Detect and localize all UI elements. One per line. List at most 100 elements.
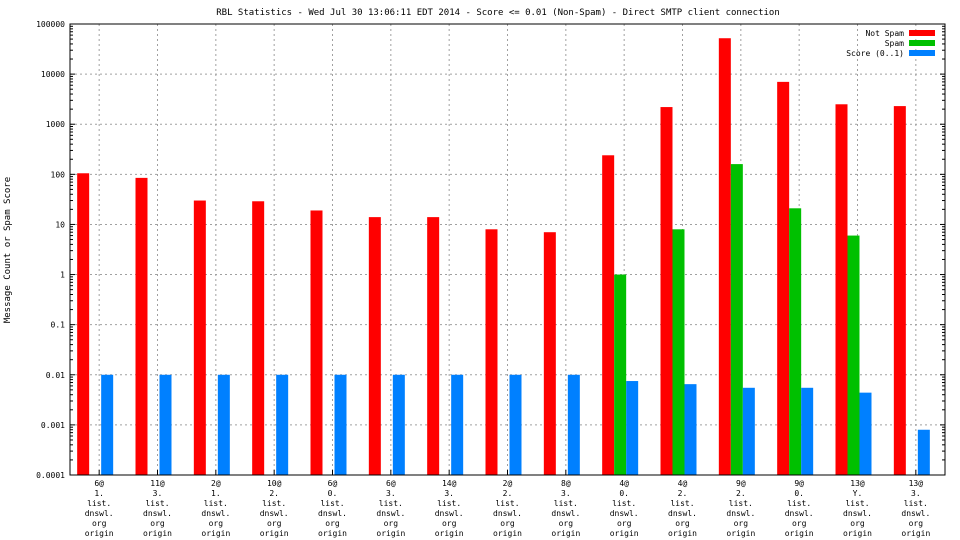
x-tick-label-line: list. bbox=[554, 499, 578, 508]
x-tick-label: 4@ 2. list. dnswl. org origin bbox=[668, 479, 697, 538]
x-tick-label-line: org bbox=[442, 519, 457, 528]
x-tick-label: 8@ 3. list. dnswl. org origin bbox=[551, 479, 580, 538]
bar-not-spam bbox=[135, 177, 148, 475]
x-tick-label-line: 2. bbox=[269, 489, 279, 498]
x-tick-label: 6@ 1. list. dnswl. org origin bbox=[85, 479, 114, 538]
bar-spam bbox=[789, 208, 802, 476]
x-tick-label-line: 4@ bbox=[619, 479, 629, 488]
x-tick-label-line: 3. bbox=[911, 489, 921, 498]
bar-score-0-1 bbox=[217, 374, 230, 475]
x-tick-label: 14@ 3. list. dnswl. org origin bbox=[435, 479, 464, 538]
bar-score-0-1 bbox=[334, 374, 347, 475]
x-tick-label-line: 3. bbox=[444, 489, 454, 498]
x-tick-label: 11@ 3. list. dnswl. org origin bbox=[143, 479, 172, 538]
legend-label: Not Spam bbox=[865, 29, 904, 38]
x-tick-label-line: org bbox=[675, 519, 690, 528]
y-tick-label: 0.0001 bbox=[36, 471, 65, 480]
x-tick-label-line: 3. bbox=[386, 489, 396, 498]
bars-group bbox=[77, 38, 930, 476]
bar-spam bbox=[730, 164, 743, 475]
x-tick-label-line: origin bbox=[201, 529, 230, 538]
x-tick-label-line: dnswl. bbox=[143, 509, 172, 518]
x-tick-label-line: list. bbox=[670, 499, 694, 508]
x-tick-label-line: origin bbox=[260, 529, 289, 538]
y-tick-label: 10000 bbox=[41, 70, 65, 79]
y-tick-label: 1000 bbox=[46, 120, 65, 129]
x-tick-label-line: origin bbox=[726, 529, 755, 538]
bar-not-spam bbox=[718, 38, 731, 476]
x-tick-label-line: list. bbox=[87, 499, 111, 508]
bar-score-0-1 bbox=[626, 381, 639, 475]
x-tick-label: 13@ 3. list. dnswl. org origin bbox=[901, 479, 930, 538]
bar-not-spam bbox=[77, 173, 90, 475]
x-tick-label-line: org bbox=[850, 519, 865, 528]
x-tick-label-line: list. bbox=[787, 499, 811, 508]
bar-spam bbox=[847, 235, 860, 475]
x-tick-label-line: 9@ bbox=[794, 479, 804, 488]
x-tick-label-line: list. bbox=[729, 499, 753, 508]
x-tick-label-line: dnswl. bbox=[318, 509, 347, 518]
x-tick-label-line: 14@ bbox=[442, 479, 457, 488]
x-tick-label-line: origin bbox=[493, 529, 522, 538]
bar-not-spam bbox=[252, 201, 265, 475]
x-tick-label-line: 2@ bbox=[211, 479, 221, 488]
x-tick-label-line: 2@ bbox=[503, 479, 513, 488]
bar-score-0-1 bbox=[276, 374, 289, 475]
bar-score-0-1 bbox=[917, 429, 930, 475]
x-tick-label-line: 6@ bbox=[386, 479, 396, 488]
x-tick-label-line: dnswl. bbox=[551, 509, 580, 518]
x-tick-label-line: dnswl. bbox=[843, 509, 872, 518]
x-tick-label-line: list. bbox=[612, 499, 636, 508]
x-tick-label-line: 2. bbox=[736, 489, 746, 498]
x-tick-label-line: 0. bbox=[794, 489, 804, 498]
x-tick-label-line: org bbox=[325, 519, 340, 528]
y-tick-label: 100 bbox=[51, 170, 66, 179]
x-tick-label-line: list. bbox=[145, 499, 169, 508]
legend-swatch bbox=[909, 50, 935, 56]
x-tick-label-line: origin bbox=[901, 529, 930, 538]
x-tick-label-line: org bbox=[267, 519, 282, 528]
x-tick-label-line: 4@ bbox=[678, 479, 688, 488]
x-tick-label-line: 9@ bbox=[736, 479, 746, 488]
x-tick-label-line: dnswl. bbox=[260, 509, 289, 518]
chart-title: RBL Statistics - Wed Jul 30 13:06:11 EDT… bbox=[216, 8, 780, 18]
x-tick-label-line: list. bbox=[320, 499, 344, 508]
bar-not-spam bbox=[427, 217, 440, 475]
x-tick-label: 6@ 3. list. dnswl. org origin bbox=[376, 479, 405, 538]
x-tick-label-line: 1. bbox=[94, 489, 104, 498]
x-tick-label-line: list. bbox=[262, 499, 286, 508]
x-tick-label-line: list. bbox=[845, 499, 869, 508]
x-tick-label-line: list. bbox=[204, 499, 228, 508]
x-tick-label-line: org bbox=[209, 519, 224, 528]
x-tick-label-line: org bbox=[559, 519, 574, 528]
x-tick-label-line: list. bbox=[379, 499, 403, 508]
x-tick-label-line: 2. bbox=[678, 489, 688, 498]
y-tick-label: 0.01 bbox=[46, 371, 65, 380]
x-tick-label-line: origin bbox=[435, 529, 464, 538]
x-tick-label: 2@ 2. list. dnswl. org origin bbox=[493, 479, 522, 538]
bar-not-spam bbox=[310, 210, 323, 476]
bar-score-0-1 bbox=[392, 374, 405, 475]
bar-score-0-1 bbox=[859, 392, 872, 475]
x-tick-label-line: dnswl. bbox=[201, 509, 230, 518]
x-tick-label-line: list. bbox=[437, 499, 461, 508]
bar-not-spam bbox=[835, 104, 848, 475]
bar-score-0-1 bbox=[567, 374, 580, 475]
x-tick-label-line: dnswl. bbox=[85, 509, 114, 518]
x-tick-label-line: dnswl. bbox=[726, 509, 755, 518]
bar-not-spam bbox=[368, 217, 381, 475]
plot-frame bbox=[69, 23, 946, 476]
x-tick-label-line: origin bbox=[843, 529, 872, 538]
x-tick-label: 13@ Y. list. dnswl. org origin bbox=[843, 479, 872, 538]
x-tick-label-line: dnswl. bbox=[435, 509, 464, 518]
bar-not-spam bbox=[777, 81, 790, 476]
x-tick-label-line: Y. bbox=[853, 489, 863, 498]
x-tick-label-line: 10@ bbox=[267, 479, 282, 488]
legend-swatch bbox=[909, 30, 935, 36]
bar-not-spam bbox=[193, 200, 206, 475]
x-tick-label: 6@ 0. list. dnswl. org origin bbox=[318, 479, 347, 538]
x-tick-label-line: dnswl. bbox=[901, 509, 930, 518]
x-tick-label-line: list. bbox=[904, 499, 928, 508]
x-tick-label-line: origin bbox=[143, 529, 172, 538]
x-tick-label: 9@ 2. list. dnswl. org origin bbox=[726, 479, 755, 538]
